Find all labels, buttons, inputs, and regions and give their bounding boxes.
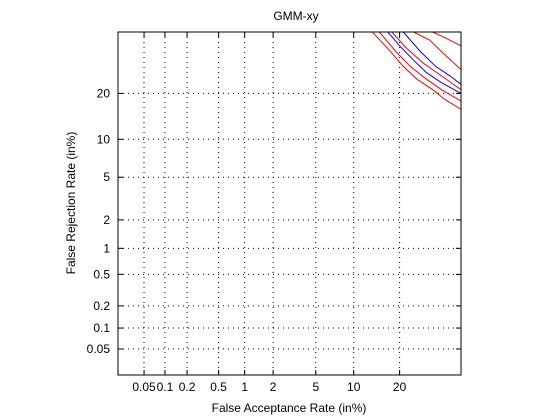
series-group — [371, 32, 461, 110]
x-axis-label: False Acceptance Rate (in%) — [212, 401, 367, 415]
y-tick-label: 0.5 — [93, 267, 110, 281]
x-tick-label: 10 — [347, 380, 361, 394]
x-tick-label: 1 — [241, 380, 248, 394]
y-tick-label: 1 — [103, 241, 110, 255]
det-curve-6 — [413, 32, 461, 70]
x-tick-label: 0.5 — [210, 380, 227, 394]
x-tick-label: 20 — [393, 380, 407, 394]
y-axis-ticks: 0.05 0.1 0.2 0.5 1 2 5 10 20 — [87, 86, 461, 356]
x-tick-label: 5 — [312, 380, 319, 394]
y-tick-label: 0.05 — [87, 342, 111, 356]
y-tick-label: 5 — [103, 170, 110, 184]
y-tick-label: 0.1 — [93, 321, 110, 335]
y-tick-label: 20 — [97, 86, 111, 100]
x-tick-label: 0.05 — [132, 380, 156, 394]
y-axis-label: False Rejection Rate (in%) — [64, 132, 78, 275]
det-curve-4 — [402, 32, 461, 85]
det-curve-7 — [432, 32, 461, 47]
det-curve-2 — [378, 32, 461, 102]
x-axis-ticks: 0.05 0.1 0.2 0.5 1 2 5 10 20 — [132, 32, 407, 394]
series-lines — [371, 32, 461, 110]
plot-frame — [117, 31, 462, 376]
y-tick-label: 10 — [97, 132, 111, 146]
det-curve-5 — [391, 32, 461, 91]
det-curve-1 — [371, 32, 461, 110]
x-tick-label: 0.2 — [179, 380, 196, 394]
y-tick-label: 2 — [103, 213, 110, 227]
det-curve-3 — [387, 32, 461, 94]
x-tick-label: 0.1 — [157, 380, 174, 394]
grid — [118, 32, 461, 375]
y-tick-label: 0.2 — [93, 299, 110, 313]
chart-title: GMM-xy — [273, 9, 318, 23]
x-tick-label: 2 — [270, 380, 277, 394]
